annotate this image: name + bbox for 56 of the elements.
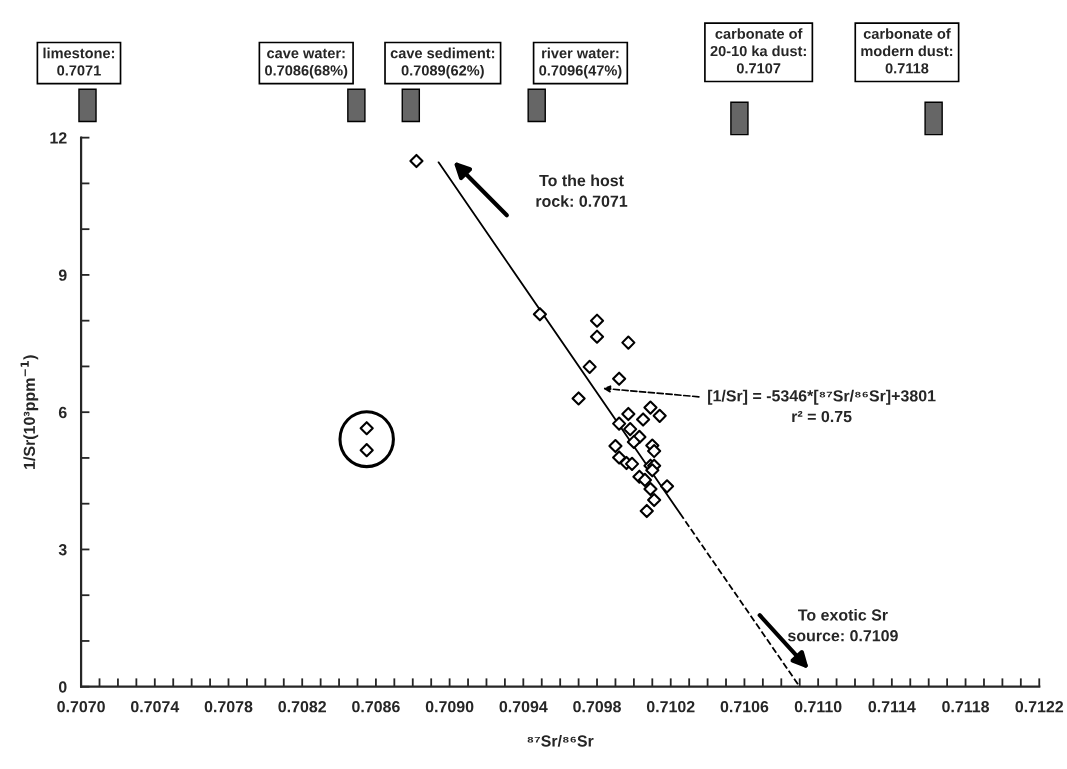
- x-tick-label: 0.7086: [352, 701, 400, 713]
- x-tick-label: 0.7118: [942, 701, 990, 713]
- point: [643, 481, 658, 497]
- point: [621, 335, 636, 350]
- text: river water: 0.7096(47%): [539, 47, 622, 79]
- y-axis-title: 1/Sr(10³ppm$^{−1}$): [20, 355, 39, 469]
- x-tick-label: 0.7090: [425, 701, 474, 713]
- annotation: To exotic Sr source: 0.7109: [788, 608, 898, 642]
- x-tick-label: 0.7078: [204, 701, 253, 713]
- point: [659, 479, 675, 494]
- point: [589, 313, 605, 328]
- y-tick-label: 3: [58, 544, 67, 556]
- x-tick-label: 0.7094: [499, 701, 548, 713]
- y-tick-label: 12: [50, 132, 67, 144]
- point: [624, 456, 640, 471]
- x-tick-label: 0.7102: [646, 701, 695, 713]
- point: [647, 443, 662, 459]
- text: cave sediment: 0.7089(62%): [390, 47, 495, 79]
- point: [626, 434, 641, 450]
- x-tick-label: 0.7114: [868, 701, 916, 713]
- y-tick-label: 6: [58, 406, 67, 419]
- point: [532, 307, 547, 322]
- point: [639, 503, 654, 519]
- annotation: To the host rock: 0.7071: [536, 174, 628, 207]
- text: limestone: 0.7071: [43, 47, 115, 76]
- text: cave water: 0.7086(68%): [265, 48, 348, 79]
- x-tick-label: 0.7082: [278, 701, 326, 713]
- point: [571, 391, 586, 406]
- x-tick-label: 0.7074: [131, 701, 180, 713]
- point: [652, 408, 667, 423]
- point: [621, 406, 636, 422]
- text: carbonate of 20-10 ka dust: 0.7107: [710, 28, 806, 74]
- point: [612, 416, 627, 431]
- point: [359, 421, 374, 436]
- y-tick-label: 0: [58, 681, 67, 693]
- text: carbonate of modern dust: 0.7118: [861, 28, 953, 74]
- point: [645, 463, 660, 478]
- x-axis-title: ⁸⁷Sr/⁸⁶Sr: [527, 734, 594, 747]
- point: [409, 153, 424, 169]
- point: [608, 438, 623, 454]
- point: [582, 359, 597, 374]
- x-tick-label: 0.7098: [573, 701, 621, 713]
- annotation: [1/Sr] = -5346*[⁸⁷Sr/⁸⁶Sr]+3801 r² = 0.75: [708, 389, 936, 423]
- x-tick-label: 0.7106: [720, 701, 769, 713]
- point: [359, 443, 374, 458]
- x-tick-label: 0.7070: [57, 701, 105, 713]
- point: [589, 329, 605, 344]
- point: [637, 472, 653, 487]
- point: [636, 412, 651, 427]
- x-tick-label: 0.7110: [794, 701, 842, 713]
- point: [643, 400, 658, 415]
- y-tick-label: 9: [58, 269, 67, 281]
- point: [647, 492, 662, 508]
- x-tick-label: 0.7122: [1015, 701, 1064, 713]
- point: [623, 422, 638, 437]
- point: [612, 371, 627, 386]
